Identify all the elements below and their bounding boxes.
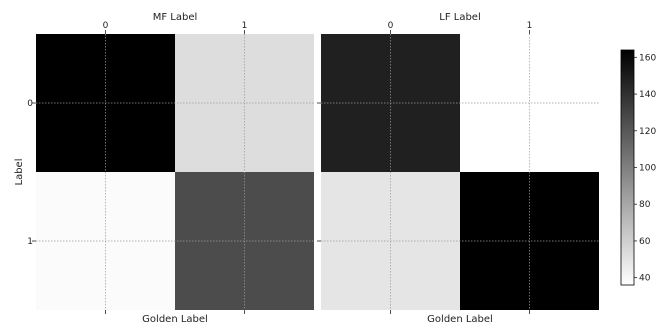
panel-title-lf: LF Label [439,12,480,23]
cells-lf [321,34,599,310]
colorbar-tick-label: 120 [639,127,656,137]
x-axis-label-lf: Golden Label [427,314,493,324]
y-tick-label: 1 [27,237,33,247]
y-ticks-lf [317,102,321,242]
colorbar: 160 140 120 100 80 60 40 [620,49,656,286]
cells-mf [36,34,314,310]
y-axis-label: Label [14,159,25,186]
x-tick-label: 0 [103,21,109,31]
x-tick-label: 1 [242,21,248,31]
grid-mf [36,34,314,310]
grid-lf [321,34,599,310]
x-axis-label-mf: Golden Label [142,314,208,324]
x-tick-label: 1 [527,21,533,31]
colorbar-gradient [620,49,635,286]
panel-title-mf: MF Label [153,12,198,23]
colorbar-tick-label: 160 [639,53,656,63]
colorbar-tick-label: 100 [639,164,656,174]
colorbar-tick-label: 140 [639,90,656,100]
colorbar-tick-label: 80 [639,200,651,210]
colorbar-tick-label: 40 [639,274,651,284]
colorbar-tick-label: 60 [639,237,651,247]
y-tick-label: 0 [27,99,33,109]
y-ticks-mf: 01 [27,99,36,247]
colorbar-ticks: 160 140 120 100 80 60 40 [634,53,656,284]
x-tick-label: 0 [388,21,394,31]
